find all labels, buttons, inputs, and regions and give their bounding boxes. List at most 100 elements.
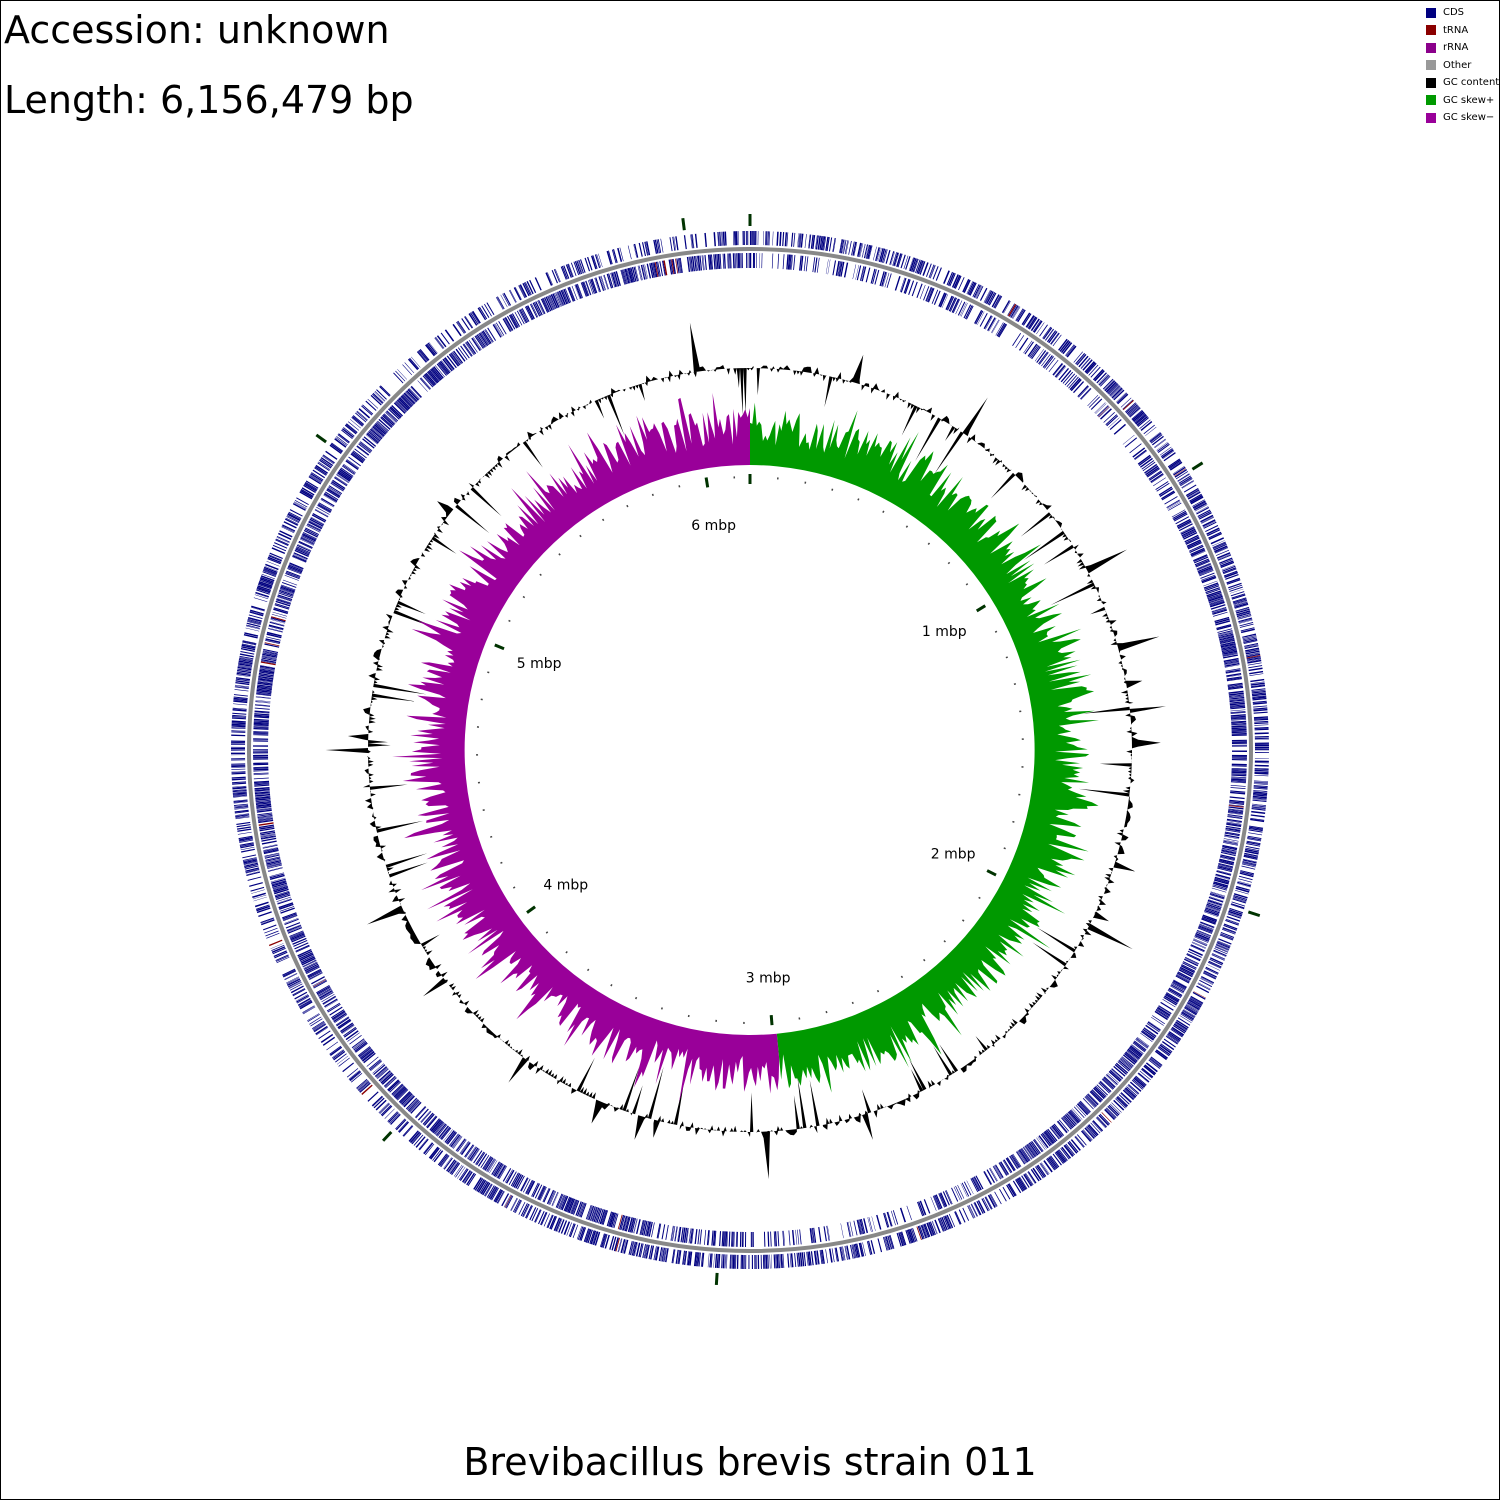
cds-feature	[818, 1227, 821, 1242]
cds-feature	[283, 970, 296, 977]
cds-feature	[825, 1249, 828, 1263]
cds-feature	[1087, 1125, 1097, 1136]
cds-feature	[231, 753, 245, 754]
tick-label-6mbp: 6 mbp	[691, 518, 736, 534]
minor-tick	[858, 499, 859, 501]
cds-feature	[764, 1232, 765, 1247]
cds-feature	[1255, 743, 1269, 744]
cds-feature	[486, 302, 494, 315]
cds-feature	[999, 1189, 1007, 1202]
cds-feature	[1255, 745, 1269, 747]
cds-feature	[497, 296, 505, 309]
cds-feature	[832, 260, 836, 275]
cds-feature	[737, 231, 738, 245]
cds-feature	[853, 264, 857, 279]
cds-feature	[478, 308, 486, 321]
minor-tick	[490, 837, 492, 838]
cds-feature	[282, 912, 296, 918]
cds-feature	[756, 231, 757, 245]
cds-feature	[768, 1232, 770, 1247]
cds-feature	[772, 254, 773, 269]
cds-feature	[753, 1232, 754, 1247]
cds-feature	[231, 747, 245, 748]
cds-feature	[231, 763, 245, 764]
cds-feature	[255, 592, 269, 597]
cds-feature	[564, 1221, 570, 1235]
cds-feature	[504, 318, 512, 331]
cds-feature	[893, 1210, 898, 1225]
trna-feature	[1174, 468, 1186, 476]
tick-label-1mbp: 1 mbp	[922, 624, 967, 640]
cds-feature	[1255, 747, 1269, 748]
cds-feature	[1043, 355, 1053, 368]
cds-feature	[1155, 1051, 1167, 1061]
cds-feature	[1085, 362, 1095, 373]
cds-feature	[1066, 345, 1075, 356]
cds-feature	[246, 872, 260, 876]
cds-feature	[352, 416, 363, 426]
cds-feature	[751, 1232, 752, 1247]
cds-feature	[515, 287, 522, 300]
cds-feature	[772, 232, 773, 246]
cds-feature	[743, 1255, 744, 1269]
cds-feature	[636, 1219, 641, 1234]
cds-feature	[526, 1180, 533, 1194]
cds-feature	[231, 769, 245, 770]
cds-feature	[708, 1253, 710, 1267]
cds-feature	[326, 1042, 338, 1051]
minor-tick	[662, 1007, 663, 1009]
cds-feature	[265, 931, 278, 937]
cds-feature	[1125, 437, 1137, 447]
cds-feature	[434, 338, 443, 349]
cds-feature	[1231, 787, 1246, 789]
cds-feature	[232, 778, 246, 780]
cds-feature	[1255, 749, 1269, 750]
cds-feature	[713, 1254, 714, 1268]
cds-feature	[417, 380, 427, 391]
cds-feature	[1232, 751, 1247, 752]
cds-feature	[312, 1021, 324, 1029]
minor-tick	[580, 535, 581, 537]
cds-feature	[1255, 727, 1269, 729]
cds-feature	[1255, 738, 1269, 739]
outer-marker	[1248, 912, 1259, 916]
cds-feature	[1116, 1097, 1127, 1107]
cds-feature	[231, 748, 245, 749]
cds-feature	[1186, 954, 1200, 961]
cds-feature	[402, 364, 412, 375]
cds-feature	[744, 1255, 745, 1269]
cds-feature	[272, 547, 285, 554]
cds-feature	[866, 268, 871, 283]
cds-feature	[767, 231, 769, 245]
cds-feature	[736, 253, 737, 268]
cds-feature	[1254, 712, 1268, 714]
cds-feature	[276, 598, 291, 603]
cds-feature	[293, 989, 306, 996]
cds-feature	[735, 231, 737, 245]
cds-feature	[704, 1230, 706, 1245]
cds-feature	[887, 1212, 892, 1227]
cds-feature	[545, 272, 552, 285]
cds-feature	[759, 253, 760, 268]
cds-feature	[423, 1142, 433, 1154]
major-tick	[771, 1015, 772, 1025]
cds-feature	[687, 257, 690, 272]
cds-feature	[684, 235, 687, 249]
cds-feature	[958, 302, 965, 316]
cds-feature	[662, 1224, 666, 1239]
cds-feature	[829, 237, 832, 251]
cds-feature	[853, 1221, 857, 1236]
cds-feature	[746, 231, 747, 245]
cds-feature	[231, 742, 245, 743]
cds-feature	[753, 231, 754, 245]
cds-feature	[954, 1211, 961, 1224]
cds-feature	[248, 876, 262, 880]
cds-feature	[753, 253, 754, 268]
cds-feature	[238, 832, 252, 835]
cds-feature	[1019, 338, 1028, 351]
cds-feature	[756, 253, 757, 268]
cds-feature	[1254, 775, 1268, 776]
minor-tick	[509, 620, 511, 621]
cds-feature	[424, 1113, 434, 1125]
